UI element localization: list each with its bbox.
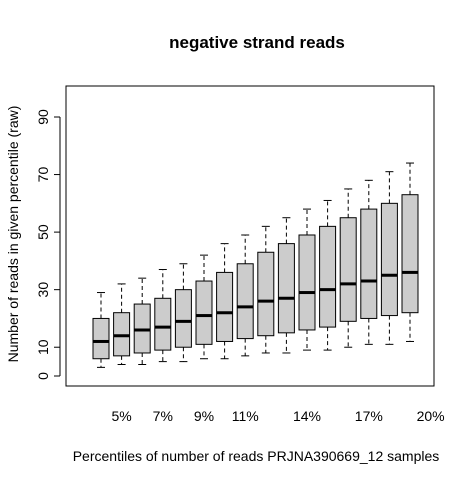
box-iqr bbox=[92, 317, 110, 360]
box-group bbox=[113, 283, 131, 365]
box-group bbox=[298, 208, 316, 351]
y-tick-label: 30 bbox=[35, 282, 51, 298]
y-tick-label: 0 bbox=[35, 372, 51, 380]
box-group bbox=[195, 254, 213, 360]
box-group bbox=[174, 263, 192, 363]
box-iqr bbox=[174, 289, 192, 348]
box-iqr bbox=[195, 280, 213, 345]
box-group bbox=[319, 199, 337, 351]
box-iqr bbox=[401, 194, 419, 314]
x-tick-label: 9% bbox=[194, 408, 214, 424]
y-axis-label: Number of reads in given percentile (raw… bbox=[5, 106, 21, 363]
box-group bbox=[236, 234, 254, 357]
box-group bbox=[154, 269, 172, 363]
box-iqr bbox=[380, 202, 398, 317]
chart-title: negative strand reads bbox=[169, 33, 345, 52]
box-iqr bbox=[298, 234, 316, 331]
box-iqr bbox=[216, 271, 234, 342]
box-iqr bbox=[154, 297, 172, 351]
box-group bbox=[216, 243, 234, 360]
box-group bbox=[92, 292, 110, 368]
x-tick-label: 11% bbox=[232, 408, 259, 424]
box-group bbox=[257, 225, 275, 354]
box-group bbox=[380, 171, 398, 345]
box-group bbox=[360, 179, 378, 345]
y-tick-label: 10 bbox=[35, 339, 51, 355]
y-tick-label: 90 bbox=[35, 109, 51, 125]
box-group bbox=[277, 217, 295, 354]
box-group bbox=[339, 188, 357, 348]
box-group bbox=[401, 162, 419, 342]
x-tick-label: 14% bbox=[293, 408, 321, 424]
x-tick-label: 17% bbox=[355, 408, 383, 424]
box-iqr bbox=[257, 251, 275, 337]
box-iqr bbox=[277, 243, 295, 334]
y-tick-label: 50 bbox=[35, 224, 51, 240]
box-iqr bbox=[319, 225, 337, 328]
x-tick-label: 5% bbox=[111, 408, 131, 424]
plot-frame bbox=[65, 85, 435, 387]
box-iqr bbox=[360, 208, 378, 319]
y-tick-label: 70 bbox=[35, 167, 51, 183]
box-iqr bbox=[236, 263, 254, 340]
x-tick-label: 7% bbox=[153, 408, 173, 424]
x-axis: 5% 7% 9% 11% 14% 17% 20% bbox=[111, 408, 444, 424]
x-axis-label: Percentiles of number of reads PRJNA3906… bbox=[73, 448, 440, 464]
x-tick-label: 20% bbox=[417, 408, 445, 424]
y-axis: 0 10 30 50 70 90 bbox=[35, 109, 61, 380]
boxes-layer bbox=[92, 162, 419, 368]
box-iqr bbox=[339, 217, 357, 322]
box-group bbox=[133, 277, 151, 365]
